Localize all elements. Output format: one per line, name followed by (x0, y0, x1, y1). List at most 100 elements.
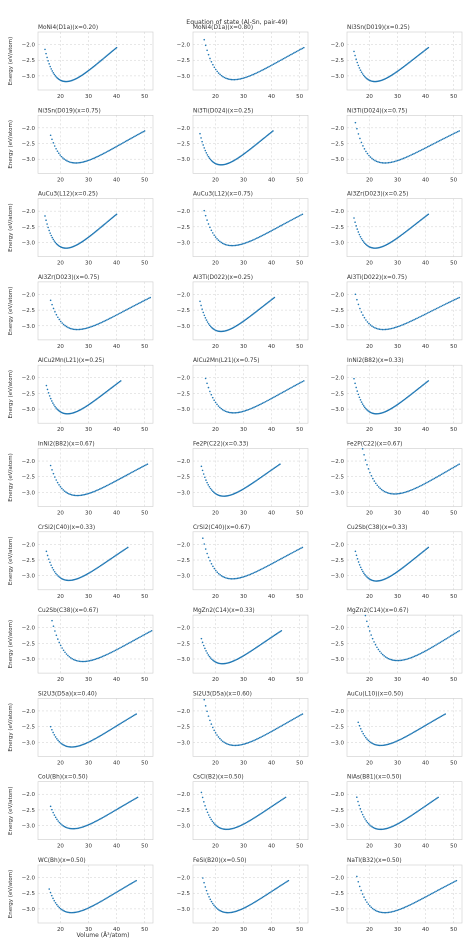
data-point (101, 899, 103, 902)
data-point (138, 133, 140, 135)
data-point (129, 307, 131, 309)
data-point (386, 492, 389, 494)
x-tick-label: 30 (394, 844, 401, 850)
x-tick-label: 50 (450, 760, 457, 766)
data-point (61, 908, 63, 911)
data-point (123, 644, 125, 647)
data-point (268, 731, 271, 734)
data-point (101, 153, 104, 155)
plot-frame (192, 614, 309, 674)
data-point (229, 911, 231, 914)
data-point (404, 156, 406, 159)
data-point (274, 561, 276, 563)
data-point (117, 479, 119, 481)
data-point (243, 76, 246, 79)
data-point (427, 380, 430, 382)
data-point (275, 227, 278, 229)
data-point (55, 903, 58, 906)
x-tick-label: 40 (422, 927, 429, 933)
data-point (66, 826, 68, 829)
data-point (227, 78, 230, 80)
data-point (227, 577, 230, 580)
data-point (258, 569, 260, 572)
data-point (223, 409, 225, 412)
data-point (284, 722, 287, 725)
data-point (101, 321, 104, 323)
data-point (455, 131, 457, 134)
data-point (251, 482, 254, 484)
data-point (134, 304, 137, 306)
data-point (266, 808, 269, 811)
data-point (363, 75, 366, 78)
data-point (123, 141, 125, 144)
subplot-title: AlCu2Mn(L21)(x=0.25) (38, 358, 105, 364)
data-point (49, 464, 52, 467)
data-point (417, 220, 420, 223)
data-point (403, 906, 406, 909)
x-tick-label: 20 (366, 94, 373, 100)
data-point (126, 643, 128, 645)
data-point (90, 739, 93, 742)
y-tick-label: −3.0 (331, 324, 345, 330)
data-point (393, 910, 396, 912)
subplot-3: 20 30 40 50−2.0−2.5−3.0Ni3Sn(D019)(x=0.75)E… (8, 108, 154, 183)
data-point (106, 319, 108, 321)
x-tick-label: 50 (296, 760, 303, 766)
data-point (52, 897, 54, 900)
data-point (281, 557, 283, 559)
data-point (294, 550, 296, 553)
data-point (249, 483, 252, 486)
x-tick-label: 50 (141, 594, 148, 600)
data-point (451, 634, 453, 637)
data-point (50, 68, 53, 70)
data-point (238, 577, 240, 579)
data-point (264, 233, 267, 235)
data-point (397, 822, 399, 825)
data-point (52, 625, 55, 627)
data-point (283, 723, 285, 726)
data-point (297, 383, 299, 385)
data-point (109, 558, 111, 561)
data-point (403, 819, 405, 822)
data-point (228, 911, 230, 914)
data-point (413, 57, 416, 60)
data-point (83, 493, 86, 496)
data-point (252, 73, 255, 76)
data-point (415, 56, 418, 58)
data-point (379, 650, 381, 653)
data-point (265, 640, 268, 642)
data-point (55, 242, 58, 245)
data-point (101, 655, 104, 658)
data-point (390, 911, 393, 913)
data-point (298, 548, 301, 550)
data-point (295, 216, 298, 219)
data-point (266, 472, 269, 474)
data-point (248, 240, 251, 243)
data-point (52, 402, 54, 404)
data-point (273, 729, 275, 731)
data-point (256, 405, 258, 407)
data-point (222, 828, 225, 830)
data-point (440, 305, 442, 308)
data-point (209, 487, 212, 490)
data-point (54, 75, 57, 77)
x-tick-label: 30 (85, 927, 92, 933)
x-tick-label: 30 (394, 427, 401, 433)
x-tick-label: 20 (366, 511, 373, 517)
data-point (126, 308, 128, 311)
data-point (294, 384, 297, 387)
data-point (133, 639, 136, 641)
data-point (439, 716, 441, 718)
data-point (75, 494, 77, 497)
data-point (425, 146, 427, 149)
y-tick-label: −3.0 (22, 324, 36, 330)
y-tick-label: −3.0 (177, 157, 191, 163)
data-point (216, 734, 218, 736)
data-point (297, 215, 299, 218)
data-point (426, 803, 429, 806)
data-point (259, 476, 262, 479)
data-point (220, 575, 223, 577)
data-point (278, 885, 281, 888)
data-point (123, 549, 126, 551)
plot-frame (346, 614, 463, 674)
